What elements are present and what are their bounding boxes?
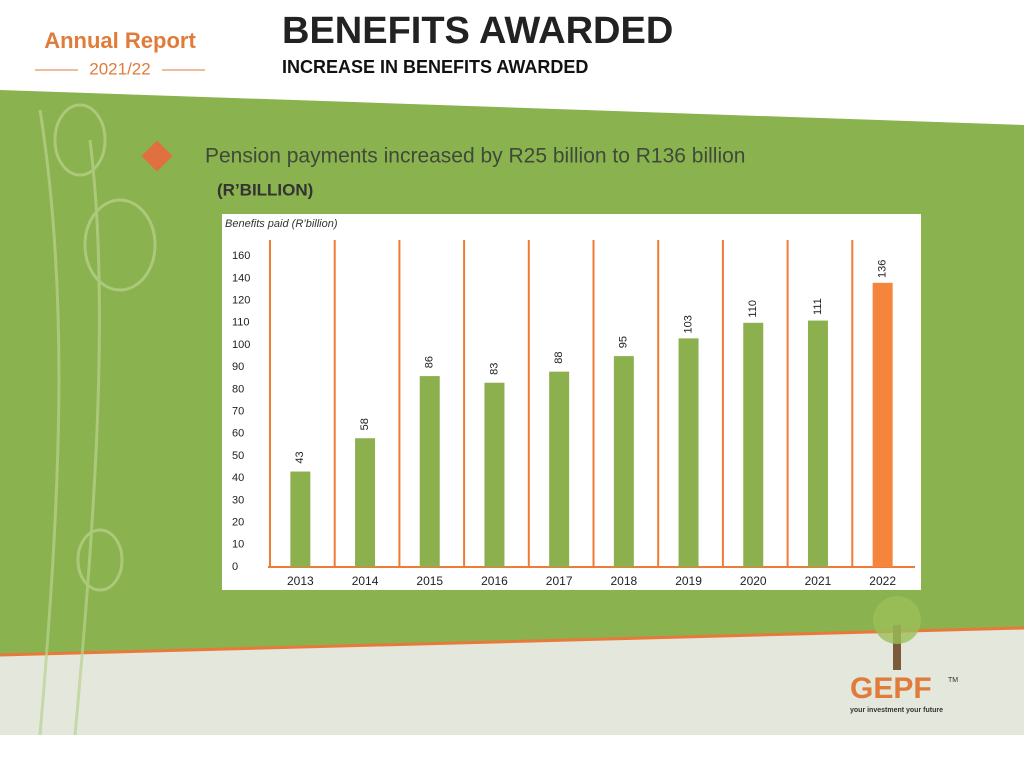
data-label: 110: [747, 300, 759, 318]
x-tick-label: 2016: [481, 574, 508, 588]
orange-rule: [0, 626, 1024, 657]
x-tick-label: 2019: [675, 574, 702, 588]
x-tick-label: 2017: [546, 574, 573, 588]
slide-subtitle: INCREASE IN BENEFITS AWARDED: [282, 57, 588, 77]
y-tick-label: 20: [232, 517, 244, 529]
slide-title: BENEFITS AWARDED: [282, 10, 673, 52]
y-tick-label: 30: [232, 494, 244, 506]
y-tick-label: 70: [232, 406, 244, 418]
y-tick-label: 100: [232, 339, 250, 351]
y-tick-label: 110: [232, 317, 250, 329]
x-tick-label: 2021: [805, 574, 832, 588]
x-tick-label: 2020: [740, 574, 767, 588]
y-tick-label: 0: [232, 561, 238, 573]
data-label: 95: [618, 336, 630, 348]
y-tick-label: 90: [232, 361, 244, 373]
chart-area: [222, 214, 921, 590]
logo-year: 2021/22: [89, 59, 150, 78]
bar: [484, 382, 505, 567]
data-label: 43: [294, 451, 306, 463]
bar: [549, 371, 570, 567]
bullet-icon: [141, 140, 173, 172]
data-label: 103: [682, 315, 694, 333]
data-label: 88: [553, 352, 565, 364]
bar: [872, 282, 893, 567]
bar: [678, 338, 699, 567]
x-tick-label: 2015: [416, 574, 443, 588]
bar: [290, 471, 311, 567]
data-label: 83: [488, 363, 500, 375]
chart-title: Benefits paid (R’billion): [225, 218, 338, 230]
logo-name: GEPF: [850, 672, 932, 705]
bar: [807, 320, 828, 567]
y-tick-label: 120: [232, 295, 250, 307]
x-tick-label: 2013: [287, 574, 314, 588]
bar: [613, 356, 634, 567]
logo-tagline: your investment your future: [850, 707, 943, 714]
logo-tree: [873, 596, 921, 644]
x-tick-label: 2014: [352, 574, 379, 588]
plot: 0 10 20 30 40 50 60 70 80 90 100 110 120 140 160 2013 43…: [232, 240, 915, 588]
logo-title: Annual Report: [44, 28, 196, 53]
bullet-text: Pension payments increased by R25 billio…: [205, 145, 745, 168]
data-label: 136: [877, 260, 889, 278]
data-label: 86: [424, 356, 436, 368]
y-tick-label: 40: [232, 472, 244, 484]
data-label: 111: [812, 298, 824, 315]
y-tick-label: 10: [232, 539, 244, 551]
y-tick-label: 140: [232, 272, 250, 284]
unit-note: (R’BILLION): [217, 180, 313, 199]
data-label: 58: [359, 418, 371, 430]
y-tick-label: 80: [232, 383, 244, 395]
gepf-logo: GEPF TM your investment your future: [850, 596, 958, 714]
x-tick-label: 2018: [610, 574, 637, 588]
bottom-band: [0, 628, 1024, 735]
y-tick-label: 160: [232, 250, 250, 262]
y-tick-label: 50: [232, 450, 244, 462]
logo-tm: TM: [948, 677, 958, 684]
leaf-decoration: [38, 103, 157, 736]
x-tick-label: 2022: [869, 574, 896, 588]
logo-trunk: [893, 625, 901, 670]
y-tick-label: 60: [232, 428, 244, 440]
bar: [419, 376, 440, 567]
bar: [743, 322, 764, 567]
bar: [355, 438, 376, 567]
